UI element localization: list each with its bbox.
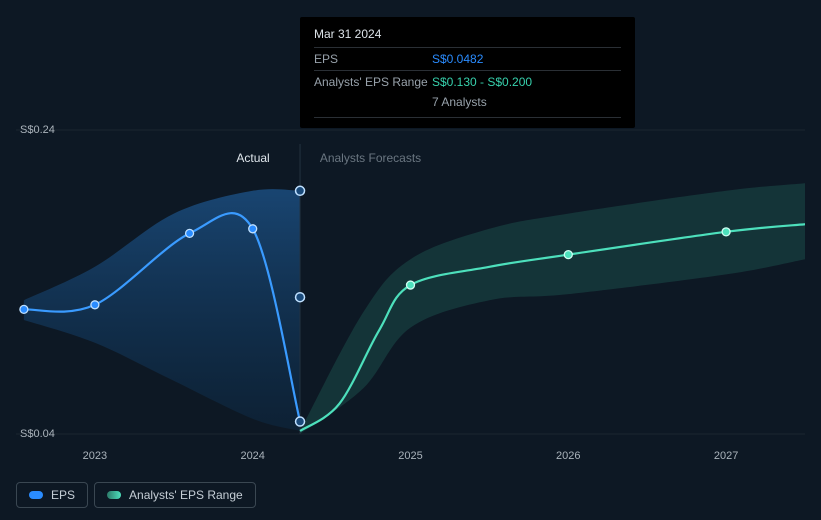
- actual-marker: [91, 301, 99, 309]
- legend-label: Analysts' EPS Range: [129, 488, 243, 502]
- highlight-marker: [296, 293, 305, 302]
- actual-range-area: [24, 189, 300, 431]
- actual-marker: [20, 305, 28, 313]
- tooltip-row-value: S$0.0482: [432, 52, 621, 66]
- tooltip-row-label: EPS: [314, 52, 432, 66]
- section-label-actual: Actual: [236, 151, 269, 165]
- forecast-marker: [407, 281, 415, 289]
- x-axis-label: 2027: [714, 450, 738, 462]
- x-axis-label: 2023: [83, 450, 107, 462]
- forecast-marker: [564, 251, 572, 259]
- legend-swatch: [107, 491, 121, 499]
- x-axis-label: 2024: [240, 450, 264, 462]
- tooltip-date: Mar 31 2024: [314, 27, 621, 41]
- forecast-range-area: [300, 183, 805, 434]
- eps-chart[interactable]: S$0.24 S$0.04 2023 2024 2025 2026 2027 Actual…: [16, 124, 805, 464]
- legend-swatch: [29, 491, 43, 499]
- legend-item[interactable]: EPS: [16, 482, 88, 508]
- x-axis-label: 2025: [398, 450, 422, 462]
- legend: EPS Analysts' EPS Range: [16, 482, 256, 508]
- x-axis-label: 2026: [556, 450, 580, 462]
- highlight-marker: [296, 417, 305, 426]
- y-axis-label: S$0.24: [20, 124, 55, 136]
- tooltip-analyst-count: 7 Analysts: [314, 93, 621, 118]
- legend-label: EPS: [51, 488, 75, 502]
- y-axis-label: S$0.04: [20, 428, 55, 440]
- tooltip-row-label: Analysts' EPS Range: [314, 75, 432, 89]
- forecast-marker: [722, 228, 730, 236]
- tooltip-row: Analysts' EPS RangeS$0.130 - S$0.200: [314, 70, 621, 93]
- tooltip-row: EPSS$0.0482: [314, 47, 621, 70]
- legend-item[interactable]: Analysts' EPS Range: [94, 482, 256, 508]
- actual-marker: [249, 225, 257, 233]
- highlight-marker: [296, 186, 305, 195]
- tooltip-row-value: S$0.130 - S$0.200: [432, 75, 621, 89]
- actual-marker: [186, 229, 194, 237]
- tooltip: Mar 31 2024 EPSS$0.0482Analysts' EPS Ran…: [300, 17, 635, 128]
- section-label-forecast: Analysts Forecasts: [320, 151, 421, 165]
- chart-svg: [16, 124, 805, 464]
